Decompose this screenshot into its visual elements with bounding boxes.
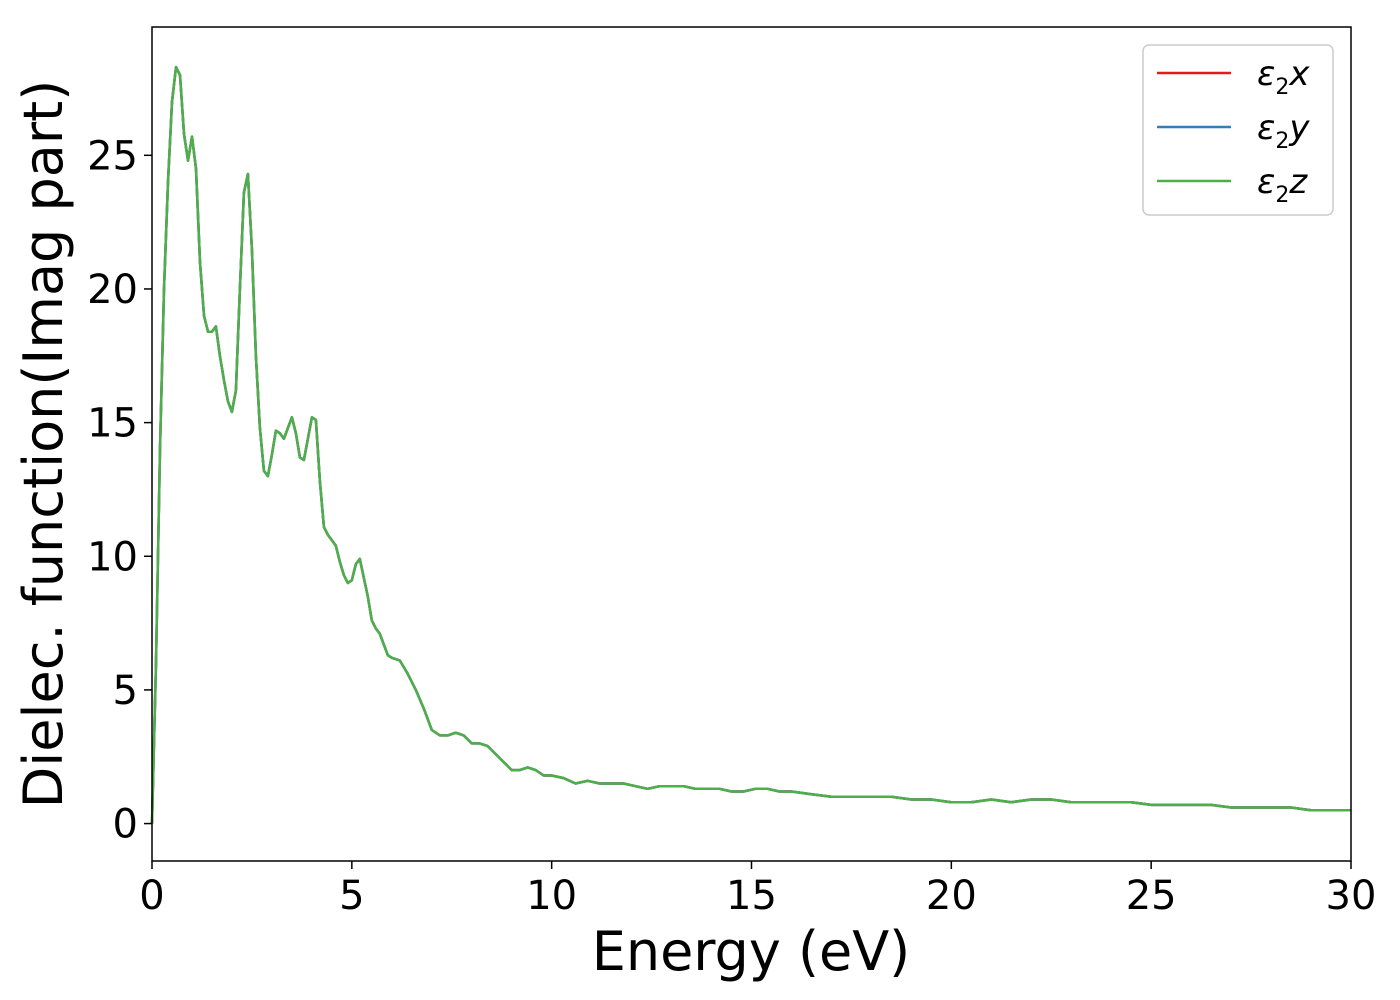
legend-variable: z [1288, 162, 1308, 202]
y-tick-label: 10 [87, 534, 138, 580]
x-tick-label: 10 [526, 873, 577, 919]
x-tick-label: 20 [926, 873, 977, 919]
y-tick-label: 5 [113, 668, 138, 714]
x-axis-ticks: 0 5 10 15 20 25 30 [139, 861, 1376, 919]
legend-subscript: 2 [1275, 75, 1289, 100]
series-layer [150, 65, 1351, 824]
legend-symbol: ε [1257, 162, 1275, 202]
legend-subscript: 2 [1275, 183, 1289, 208]
x-tick-label: 25 [1126, 873, 1177, 919]
legend-subscript: 2 [1275, 129, 1289, 154]
y-axis-label: Dielec. function(Imag part) [12, 80, 75, 809]
x-axis-label: Energy (eV) [592, 920, 911, 983]
legend-symbol: ε [1257, 108, 1275, 148]
x-tick-label: 5 [339, 873, 364, 919]
legend-variable: x [1288, 54, 1310, 94]
x-tick-label: 0 [139, 873, 164, 919]
legend-symbol: ε [1257, 54, 1275, 94]
legend-variable: y [1288, 108, 1310, 148]
y-axis-ticks: 0 5 10 15 20 25 [87, 133, 152, 848]
y-tick-label: 20 [87, 267, 138, 313]
series-line-3 [150, 65, 1351, 824]
x-tick-label: 15 [726, 873, 777, 919]
y-tick-label: 0 [113, 802, 138, 848]
y-tick-label: 25 [87, 133, 138, 179]
legend-entry-label: ε2x [1257, 54, 1310, 100]
legend-box [1142, 44, 1334, 216]
y-tick-label: 15 [87, 401, 138, 447]
legend-entry-label: ε2y [1257, 108, 1310, 154]
legend-entry-label: ε2z [1257, 162, 1308, 208]
x-tick-label: 30 [1326, 873, 1377, 919]
